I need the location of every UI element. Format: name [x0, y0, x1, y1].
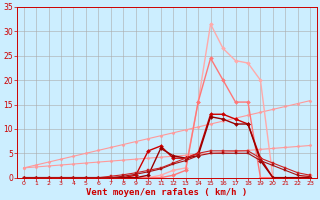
X-axis label: Vent moyen/en rafales ( km/h ): Vent moyen/en rafales ( km/h )	[86, 188, 248, 197]
